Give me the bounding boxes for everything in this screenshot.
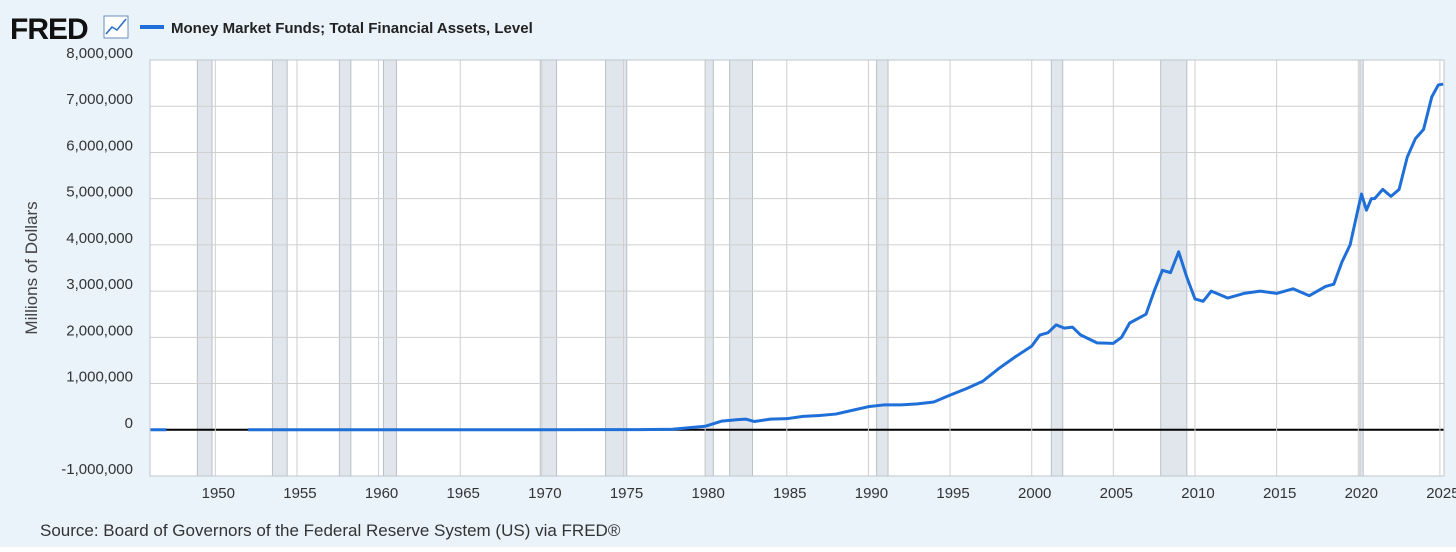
legend-label: Money Market Funds; Total Financial Asse… — [171, 20, 533, 37]
y-tick-label: 1,000,000 — [66, 369, 133, 386]
y-tick-label: 7,000,000 — [66, 91, 133, 108]
recession-band — [704, 59, 714, 477]
x-tick-label: 2020 — [1345, 485, 1378, 502]
y-tick-label: 0 — [125, 415, 133, 432]
icon-line — [105, 18, 127, 35]
y-tick-label: 3,000,000 — [66, 276, 133, 293]
x-tick-label: 2005 — [1100, 485, 1133, 502]
plot-border — [149, 59, 1445, 477]
x-tick-label: 2000 — [1018, 485, 1051, 502]
x-tick-label: 2015 — [1263, 485, 1296, 502]
x-tick-label: 1990 — [855, 485, 888, 502]
series-line — [150, 82, 1444, 432]
recession-band — [729, 59, 754, 477]
recession-band — [382, 59, 398, 477]
x-tick-label: 1980 — [691, 485, 724, 502]
recession-band — [196, 59, 213, 477]
recession-band — [338, 59, 352, 477]
y-tick-label: 6,000,000 — [66, 137, 133, 154]
logo: FRED — [10, 13, 88, 46]
y-tick-label: 2,000,000 — [66, 322, 133, 339]
source: Source: Board of Governors of the Federa… — [40, 521, 621, 540]
x-tick-label: 1970 — [528, 485, 561, 502]
y-axis-label: Millions of Dollars — [22, 201, 41, 334]
x-tick-label: 1955 — [283, 485, 316, 502]
recession-band — [876, 59, 889, 477]
recession-band — [271, 59, 288, 477]
y-tick-label: -1,000,000 — [61, 461, 133, 478]
x-tick-label: 1950 — [202, 485, 235, 502]
x-tick-label: 1965 — [447, 485, 480, 502]
recession-band — [1050, 59, 1064, 477]
x-tick-label: 1975 — [610, 485, 643, 502]
x-tick-label: 1960 — [365, 485, 398, 502]
icon-frame — [103, 15, 129, 39]
recession-band — [1359, 59, 1364, 477]
x-tick-label: 1995 — [936, 485, 969, 502]
logo-icon — [103, 15, 129, 39]
x-tick-label: 2010 — [1181, 485, 1214, 502]
plot — [149, 59, 1445, 477]
x-tick-label: 2025 — [1426, 485, 1456, 502]
y-tick-label: 4,000,000 — [66, 230, 133, 247]
recession-band — [539, 59, 558, 477]
y-tick-label: 5,000,000 — [66, 184, 133, 201]
x-tick-label: 1985 — [773, 485, 806, 502]
y-tick-label: 8,000,000 — [66, 45, 133, 62]
plot-area — [150, 60, 1444, 476]
